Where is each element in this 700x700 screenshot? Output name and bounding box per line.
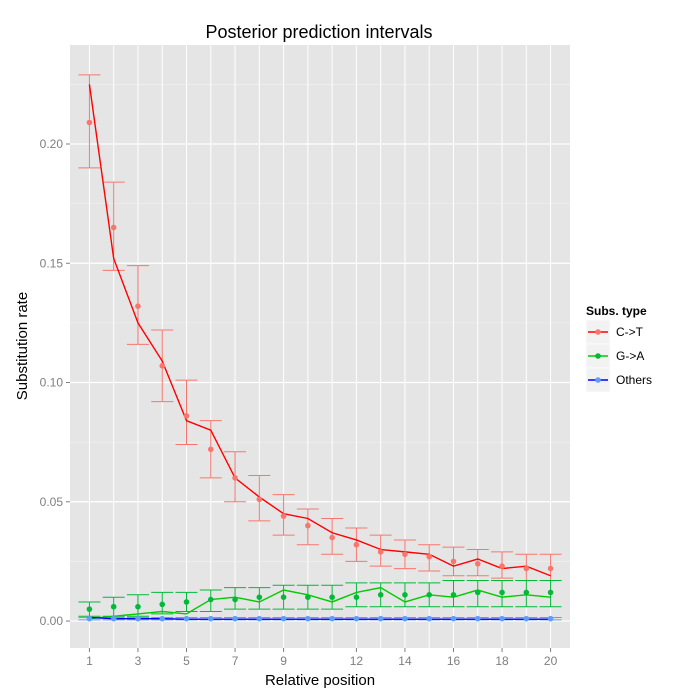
x-axis-title: Relative position — [265, 672, 375, 689]
observed-point-1-9 — [280, 594, 287, 600]
observed-point-1-20 — [547, 589, 554, 596]
observed-point-2-6 — [207, 615, 214, 622]
observed-point-1-17 — [474, 589, 481, 596]
legend-label-0: C->T — [616, 325, 644, 339]
series-0 — [78, 74, 562, 581]
observed-point-1-5 — [183, 599, 190, 605]
observed-point-0-12 — [353, 541, 360, 548]
observed-point-0-11 — [329, 534, 335, 541]
x-tick-label-5: 5 — [183, 654, 190, 668]
observed-point-2-20 — [547, 615, 554, 622]
observed-point-0-10 — [305, 522, 311, 529]
legend-key-point-1 — [595, 353, 601, 359]
observed-point-1-3 — [135, 603, 141, 610]
y-tick-label-0: 0.00 — [40, 614, 64, 628]
observed-point-1-14 — [402, 592, 408, 598]
observed-point-1-19 — [523, 589, 530, 596]
observed-point-2-7 — [232, 615, 238, 622]
series-2 — [78, 615, 562, 622]
y-axis-title: Substitution rate — [14, 292, 31, 400]
observed-point-0-14 — [402, 551, 408, 558]
observed-point-2-9 — [280, 615, 287, 622]
observed-point-0-7 — [232, 475, 238, 481]
observed-point-1-12 — [353, 594, 360, 600]
observed-point-0-13 — [377, 549, 384, 555]
observed-point-2-1 — [86, 615, 93, 622]
x-tick-label-20: 20 — [544, 654, 558, 668]
observed-point-0-20 — [547, 565, 554, 572]
legend-label-2: Others — [616, 373, 652, 387]
observed-point-0-9 — [280, 513, 287, 519]
observed-point-0-17 — [474, 560, 481, 567]
observed-point-2-12 — [353, 615, 360, 622]
prediction-line-1 — [89, 586, 551, 620]
legend: Subs. type C->T G->A Others — [585, 304, 652, 393]
y-tick-label-3: 0.15 — [40, 256, 64, 270]
series-1 — [78, 579, 562, 620]
observed-point-2-10 — [305, 615, 311, 622]
x-tick-label-16: 16 — [447, 654, 461, 668]
observed-point-1-2 — [110, 603, 117, 610]
observed-point-2-18 — [499, 615, 505, 622]
observed-point-2-17 — [474, 615, 481, 622]
legend-key-point-0 — [595, 329, 601, 335]
observed-point-0-6 — [207, 446, 214, 453]
legend-label-1: G->A — [616, 349, 644, 363]
observed-point-2-19 — [523, 615, 530, 622]
observed-point-2-14 — [402, 615, 408, 622]
x-tick-label-18: 18 — [495, 654, 509, 668]
observed-point-0-15 — [426, 553, 433, 560]
x-tick-label-14: 14 — [398, 654, 412, 668]
y-tick-label-4: 0.20 — [40, 137, 64, 151]
x-tick-label-3: 3 — [135, 654, 142, 668]
y-tick-label-1: 0.05 — [40, 495, 64, 509]
y-axis-ticks: 0.00 0.05 0.10 0.15 0.20 — [40, 137, 70, 628]
observed-point-1-18 — [499, 589, 505, 596]
observed-point-1-15 — [426, 592, 433, 598]
observed-point-2-2 — [110, 615, 117, 622]
x-tick-label-12: 12 — [350, 654, 364, 668]
prediction-line-2 — [89, 616, 551, 620]
observed-point-2-3 — [135, 615, 141, 622]
observed-point-1-4 — [159, 601, 166, 608]
data-marks — [78, 74, 562, 622]
observed-point-1-16 — [450, 592, 457, 598]
observed-point-0-5 — [183, 413, 190, 419]
chart-title: Posterior prediction intervals — [205, 22, 432, 42]
observed-point-0-18 — [499, 563, 505, 569]
observed-point-1-8 — [256, 594, 263, 600]
x-tick-label-1: 1 — [86, 654, 93, 668]
observed-point-1-11 — [329, 594, 335, 600]
observed-point-0-2 — [110, 224, 117, 231]
observed-point-1-6 — [207, 596, 214, 603]
x-tick-label-9: 9 — [280, 654, 287, 668]
observed-point-0-8 — [256, 496, 263, 503]
observed-point-2-15 — [426, 615, 433, 622]
observed-point-0-1 — [86, 119, 93, 126]
minor-gridlines — [70, 84, 570, 562]
observed-point-1-10 — [305, 594, 311, 600]
observed-point-0-19 — [523, 565, 530, 572]
observed-point-1-7 — [232, 596, 238, 603]
legend-title: Subs. type — [586, 304, 647, 318]
x-tick-label-7: 7 — [232, 654, 239, 668]
x-axis-ticks: 1 3 5 7 9 12 14 16 18 20 — [86, 648, 558, 668]
y-tick-label-2: 0.10 — [40, 376, 64, 390]
prediction-line-0 — [88, 84, 551, 577]
observed-point-0-4 — [159, 363, 166, 369]
legend-key-point-2 — [595, 377, 601, 383]
plot-panel — [70, 45, 570, 648]
observed-point-1-1 — [86, 606, 93, 612]
observed-point-0-16 — [450, 558, 457, 565]
observed-point-1-13 — [377, 592, 384, 598]
observed-point-2-5 — [183, 615, 190, 622]
observed-point-2-4 — [159, 615, 166, 622]
observed-point-0-3 — [135, 303, 141, 309]
observed-point-2-16 — [450, 615, 457, 622]
observed-point-2-13 — [377, 615, 384, 622]
observed-point-2-11 — [329, 615, 335, 622]
observed-point-2-8 — [256, 615, 263, 622]
